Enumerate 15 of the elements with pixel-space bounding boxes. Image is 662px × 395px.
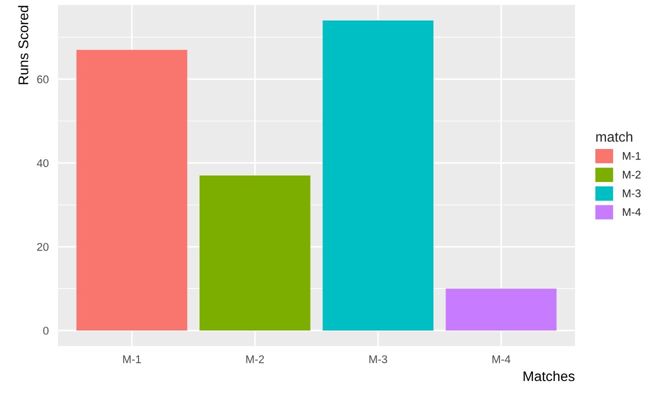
x-tick-label: M-1 xyxy=(123,355,141,364)
legend-label: M-1 xyxy=(622,152,641,160)
x-tick-label: M-4 xyxy=(492,355,510,364)
x-axis-title: Matches xyxy=(524,370,574,382)
legend-label: M-2 xyxy=(622,170,641,178)
y-axis-title: Runs Scored xyxy=(18,6,28,84)
legend-label: M-4 xyxy=(622,208,641,216)
y-tick-label: 40 xyxy=(36,159,49,168)
x-tick-label: M-3 xyxy=(369,355,388,364)
legend-label: M-3 xyxy=(622,189,641,198)
y-tick-label: 60 xyxy=(37,75,49,84)
y-tick-label: 0 xyxy=(43,326,49,335)
x-tick-label: M-2 xyxy=(246,355,264,364)
legend-title: match xyxy=(596,132,632,142)
y-tick-label: 20 xyxy=(37,242,49,251)
